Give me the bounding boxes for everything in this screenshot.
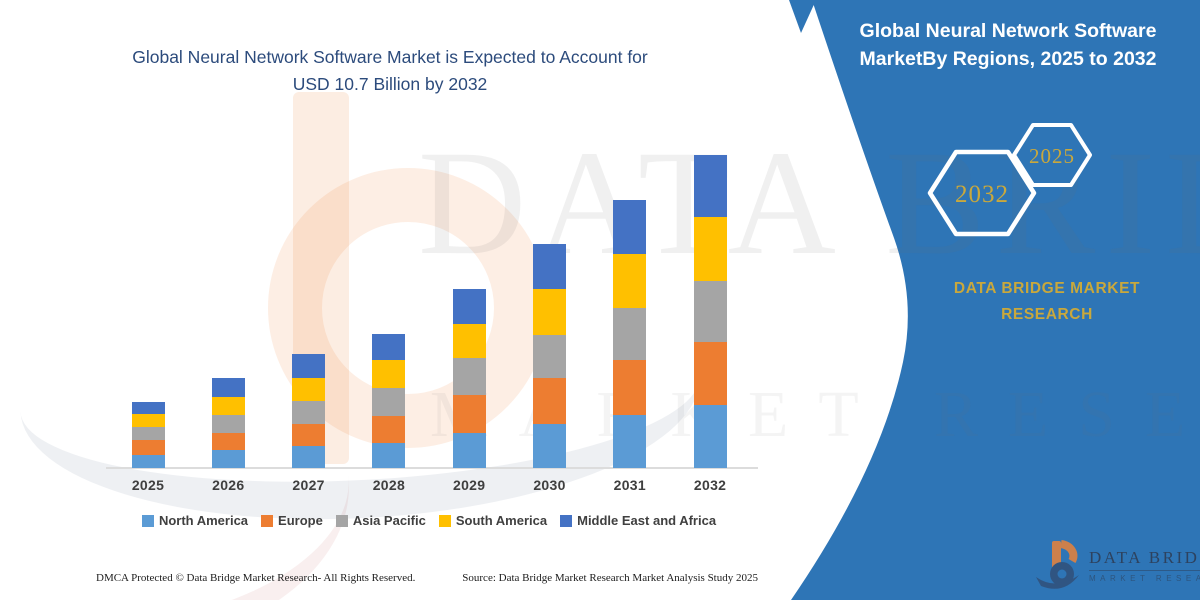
legend-item-south-america: South America [438,513,548,528]
legend-item-middle-east-and-africa: Middle East and Africa [560,513,716,528]
bar-segment-south-america [292,377,326,401]
legend-item-north-america: North America [141,513,249,528]
bar-segment-north-america [211,449,245,468]
footer-dmca-text: DMCA Protected © Data Bridge Market Rese… [96,572,416,584]
legend-marker-icon [335,514,348,527]
bar-segment-north-america [533,424,566,468]
bar-segment-asia-pacific [292,401,326,425]
bar-segment-asia-pacific [452,358,486,395]
bar-segment-middle-east-and-africa [292,353,326,378]
hexagon-2032 [927,149,1037,237]
legend-marker-icon [141,514,154,527]
bar-segment-europe [452,394,486,433]
bar-segment-north-america [372,443,406,468]
bar-segment-asia-pacific [533,335,566,379]
logo-wordmark: DATA BRIDGE [1089,548,1200,571]
x-axis-label-2032: 2032 [693,477,727,493]
bar-segment-middle-east-and-africa [211,377,245,397]
legend-marker-icon [438,514,451,527]
bar-segment-europe [693,342,727,406]
bar-segment-middle-east-and-africa [372,334,406,361]
side-panel-corner-flap [789,0,816,33]
chart-title: Global Neural Network Software Market is… [60,44,720,98]
x-axis-label-2028: 2028 [372,477,406,493]
bar-2025 [131,401,165,468]
panel-title-line1: Global Neural Network Software [859,20,1157,42]
bar-segment-north-america [292,446,326,468]
brand-logo: DATA BRIDGE MARKET RESEARCH [1035,540,1200,590]
bar-segment-europe [131,440,165,456]
bar-segment-europe [292,424,326,447]
bar-segment-europe [613,360,647,416]
legend-label: Asia Pacific [352,513,426,528]
bar-segment-south-america [372,360,406,389]
chart-title-line1: Global Neural Network Software Market is… [132,47,648,67]
bar-segment-middle-east-and-africa [452,288,486,325]
panel-title-line2: MarketBy Regions, 2025 to 2032 [859,48,1157,71]
legend-label: Middle East and Africa [577,513,717,528]
x-axis-label-2029: 2029 [453,477,486,493]
x-axis-line [106,467,758,469]
bar-segment-south-america [533,289,566,336]
bar-2029 [452,288,486,468]
hexagon-2032-label: 2032 [955,181,1009,208]
bar-segment-south-america [131,414,165,428]
logo-b-icon [1036,540,1079,589]
bar-segment-north-america [452,432,486,468]
bar-2026 [211,377,245,468]
legend-marker-icon [261,514,274,527]
chart-title-line2: USD 10.7 Billion by 2032 [292,74,488,95]
panel-title: Global Neural Network Software MarketBy … [828,17,1188,74]
bar-segment-south-america [693,217,727,282]
bar-segment-asia-pacific [131,427,165,441]
footer: DMCA Protected © Data Bridge Market Rese… [96,572,758,584]
bar-segment-asia-pacific [693,281,727,343]
legend-label: Europe [278,513,323,528]
legend-label: North America [158,513,249,528]
bar-2032 [693,155,727,468]
x-axis-label-2027: 2027 [292,477,325,493]
x-axis-label-2026: 2026 [212,477,245,493]
bar-segment-middle-east-and-africa [131,401,165,415]
bar-segment-middle-east-and-africa [693,155,727,218]
bar-2028 [372,334,406,468]
bar-segment-south-america [452,324,486,358]
bar-segment-north-america [693,405,727,468]
bar-segment-south-america [613,253,647,308]
legend-marker-icon [560,514,573,527]
bar-2027 [292,353,326,468]
x-axis-label-2030: 2030 [533,477,566,493]
brand-name-line1: DATA BRIDGE MARKET [953,280,1141,297]
logo-sub-wordmark: MARKET RESEARCH [1089,573,1200,583]
bar-segment-europe [533,378,566,425]
bar-2031 [613,199,647,468]
brand-name: DATA BRIDGE MARKET RESEARCH [912,276,1182,329]
bar-segment-asia-pacific [613,307,647,361]
hexagon-2025-label: 2025 [1029,144,1075,168]
x-axis-label-2031: 2031 [613,477,646,493]
footer-source-text: Source: Data Bridge Market Research Mark… [462,572,758,584]
brand-name-line2: RESEARCH [1001,306,1093,324]
bar-segment-middle-east-and-africa [533,243,566,290]
bar-segment-europe [372,416,406,444]
bar-segment-asia-pacific [211,414,245,433]
side-panel-shape [791,0,1200,600]
bar-2030 [533,243,566,468]
hexagon-2025 [1012,123,1092,187]
bar-segment-north-america [131,455,165,468]
legend-item-asia-pacific: Asia Pacific [335,513,426,528]
legend-item-europe: Europe [261,513,323,528]
chart-legend: North America Europe Asia Pacific South Ame… [95,513,763,528]
bar-segment-north-america [613,415,647,468]
bar-segment-middle-east-and-africa [613,199,647,254]
legend-label: South America [455,513,548,528]
bar-segment-europe [211,432,245,450]
bar-segment-asia-pacific [372,388,406,417]
x-axis-label-2025: 2025 [131,477,165,493]
bar-segment-south-america [211,396,245,415]
